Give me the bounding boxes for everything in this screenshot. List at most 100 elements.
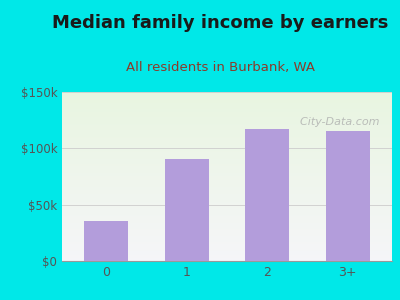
Bar [62, 163, 392, 164]
Bar [62, 113, 392, 114]
Bar [62, 120, 392, 121]
Bar [62, 142, 392, 143]
Bar [62, 224, 392, 225]
Bar [62, 121, 392, 122]
Bar [62, 165, 392, 166]
Bar [62, 162, 392, 163]
Bar [62, 253, 392, 254]
Bar [62, 202, 392, 203]
Bar [62, 240, 392, 241]
Bar [62, 207, 392, 208]
Bar [62, 152, 392, 153]
Bar [62, 108, 392, 109]
Bar [62, 167, 392, 168]
Bar [165, 159, 209, 261]
Bar [62, 117, 392, 118]
Bar [62, 229, 392, 230]
Bar [62, 144, 392, 145]
Bar [62, 161, 392, 162]
Bar [62, 220, 392, 221]
Bar [62, 185, 392, 186]
Bar [62, 115, 392, 116]
Bar [62, 166, 392, 167]
Bar [62, 196, 392, 197]
Text: All residents in Burbank, WA: All residents in Burbank, WA [126, 61, 314, 74]
Bar [62, 156, 392, 157]
Bar [62, 105, 392, 106]
Bar [62, 250, 392, 251]
Bar [62, 95, 392, 96]
Bar [62, 252, 392, 253]
Bar [62, 140, 392, 141]
Bar [62, 146, 392, 147]
Bar [62, 251, 392, 252]
Bar [62, 119, 392, 120]
Bar [62, 158, 392, 159]
Bar [62, 210, 392, 211]
Bar [62, 247, 392, 248]
Bar [62, 168, 392, 169]
Bar [62, 189, 392, 190]
Bar [62, 94, 392, 95]
Bar [62, 136, 392, 137]
Bar [62, 99, 392, 100]
Bar [62, 110, 392, 111]
Text: Median family income by earners: Median family income by earners [52, 14, 388, 32]
Bar [62, 214, 392, 215]
Bar [62, 200, 392, 201]
Bar [62, 228, 392, 229]
Bar [62, 234, 392, 235]
Bar [62, 258, 392, 259]
Bar [62, 116, 392, 117]
Bar [62, 106, 392, 107]
Bar [62, 180, 392, 181]
Bar [62, 97, 392, 98]
Bar [62, 218, 392, 219]
Bar [62, 104, 392, 105]
Bar [62, 123, 392, 124]
Bar [62, 257, 392, 258]
Bar [62, 191, 392, 192]
Bar [62, 128, 392, 129]
Bar [62, 188, 392, 189]
Bar [62, 184, 392, 185]
Bar [62, 126, 392, 127]
Bar [62, 193, 392, 194]
Bar [62, 133, 392, 134]
Bar [62, 130, 392, 131]
Bar [62, 178, 392, 179]
Bar [62, 213, 392, 214]
Bar [62, 230, 392, 231]
Bar [62, 248, 392, 249]
Bar [62, 181, 392, 182]
Bar [62, 138, 392, 139]
Bar [62, 160, 392, 161]
Bar [62, 244, 392, 245]
Bar [62, 197, 392, 198]
Text: City-Data.com: City-Data.com [293, 117, 380, 127]
Bar [62, 249, 392, 250]
Bar [62, 103, 392, 104]
Bar [62, 118, 392, 119]
Bar [62, 242, 392, 243]
Bar [62, 150, 392, 151]
Bar [62, 187, 392, 188]
Bar [62, 141, 392, 142]
Bar [62, 203, 392, 204]
Bar [62, 111, 392, 112]
Bar [62, 254, 392, 255]
Bar [62, 148, 392, 149]
Bar [62, 154, 392, 155]
Bar [62, 129, 392, 130]
Bar [62, 222, 392, 223]
Bar [62, 211, 392, 212]
Bar [62, 239, 392, 240]
Bar [62, 238, 392, 239]
Bar [62, 246, 392, 247]
Bar [245, 129, 289, 261]
Bar [62, 227, 392, 228]
Bar [62, 172, 392, 173]
Bar [62, 243, 392, 244]
Bar [62, 159, 392, 160]
Bar [62, 255, 392, 256]
